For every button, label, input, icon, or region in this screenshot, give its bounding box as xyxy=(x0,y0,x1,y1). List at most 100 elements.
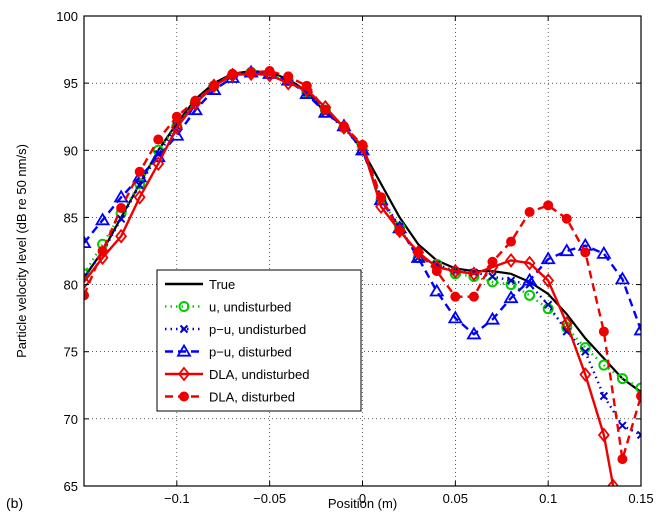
legend-label: DLA, disturbed xyxy=(209,390,295,405)
data-point xyxy=(394,225,405,236)
data-point xyxy=(116,203,127,214)
data-point xyxy=(506,236,517,247)
y-tick-label: 95 xyxy=(64,76,78,91)
panel-label: (b) xyxy=(6,495,23,511)
legend-entry: DLA, disturbed xyxy=(165,390,295,405)
data-point xyxy=(524,207,535,218)
data-point xyxy=(523,255,536,271)
data-point xyxy=(636,430,641,440)
data-point xyxy=(301,80,312,91)
data-point xyxy=(190,95,201,106)
data-point xyxy=(97,246,108,256)
legend-entry: u, undisturbed xyxy=(165,300,291,315)
data-point xyxy=(467,266,480,282)
data-point xyxy=(429,283,445,297)
y-tick-label: 65 xyxy=(64,479,78,494)
data-point xyxy=(468,291,479,302)
data-point xyxy=(413,247,424,258)
data-point xyxy=(178,366,190,382)
legend-label: DLA, undisturbed xyxy=(209,367,309,382)
data-point xyxy=(636,391,641,402)
legend-entry: True xyxy=(165,277,235,292)
legend-entry: DLA, undisturbed xyxy=(165,366,309,382)
data-point xyxy=(596,245,612,259)
data-point xyxy=(94,212,111,226)
data-point xyxy=(449,263,462,279)
data-point xyxy=(599,391,609,401)
y-tick-label: 90 xyxy=(64,143,78,158)
data-point xyxy=(84,274,90,290)
data-point xyxy=(484,311,501,325)
data-point xyxy=(579,367,592,382)
data-point xyxy=(450,291,461,302)
y-axis-title: Particle velocity level (dB re 50 nm/s) xyxy=(14,144,29,358)
data-point xyxy=(487,256,498,267)
data-point xyxy=(246,67,257,78)
data-point xyxy=(178,301,190,312)
data-point xyxy=(227,68,238,79)
y-tick-label: 70 xyxy=(64,412,78,427)
data-point xyxy=(559,243,575,257)
data-point xyxy=(431,266,442,277)
y-tick-label: 100 xyxy=(56,9,78,24)
data-point xyxy=(84,268,90,280)
data-point xyxy=(506,276,516,285)
data-point xyxy=(264,66,275,77)
legend: True u, undisturbed p−u, undisturbed p−u, d… xyxy=(156,269,362,412)
data-point xyxy=(616,373,628,385)
data-point xyxy=(543,300,553,309)
data-point xyxy=(597,427,610,443)
y-tick-label: 75 xyxy=(64,345,78,360)
data-point xyxy=(614,271,631,285)
legend-box xyxy=(156,269,362,412)
data-point xyxy=(376,192,387,203)
data-point xyxy=(116,214,126,223)
x-tick-label: −0.05 xyxy=(253,491,286,506)
data-point xyxy=(488,272,497,281)
x-tick-label: 0 xyxy=(359,491,366,506)
x-tick-label: 0.15 xyxy=(628,491,653,506)
data-point xyxy=(581,347,590,356)
data-point xyxy=(505,252,517,268)
data-point xyxy=(561,213,572,224)
data-point xyxy=(357,139,368,150)
series-5 xyxy=(84,66,641,465)
data-point xyxy=(179,324,189,334)
legend-label: p−u, disturbed xyxy=(209,345,292,360)
legend-entry: p−u, disturbed xyxy=(165,343,292,360)
data-point xyxy=(152,156,165,172)
data-point xyxy=(338,121,349,132)
data-point xyxy=(84,290,89,301)
data-point xyxy=(503,290,519,304)
data-point xyxy=(635,382,641,394)
legend-label: True xyxy=(209,277,235,292)
data-point xyxy=(134,166,145,177)
data-point xyxy=(542,273,555,288)
x-axis-title: Position (m) xyxy=(328,496,397,511)
data-point xyxy=(466,326,482,340)
data-point xyxy=(633,322,641,336)
data-point xyxy=(170,120,183,135)
data-point xyxy=(560,316,573,331)
data-point xyxy=(135,180,144,190)
data-point xyxy=(320,105,331,115)
data-point xyxy=(598,326,609,337)
data-point xyxy=(134,178,146,190)
data-point xyxy=(607,478,620,486)
data-point xyxy=(133,189,146,205)
data-point xyxy=(171,111,182,122)
data-point xyxy=(115,228,128,244)
ticks: −0.1 −0.05 0 0.05 0.1 0.15 65 70 75 80 85 90 95 100 xyxy=(56,9,653,506)
data-point xyxy=(540,251,556,265)
y-tick-label: 85 xyxy=(64,210,78,225)
data-point xyxy=(153,134,164,145)
data-point xyxy=(179,391,189,402)
data-point xyxy=(524,289,536,301)
x-tick-label: −0.1 xyxy=(164,491,190,506)
legend-entry: p−u, undisturbed xyxy=(165,322,306,337)
data-point xyxy=(113,189,129,203)
data-point xyxy=(282,75,295,91)
data-point xyxy=(580,247,591,258)
